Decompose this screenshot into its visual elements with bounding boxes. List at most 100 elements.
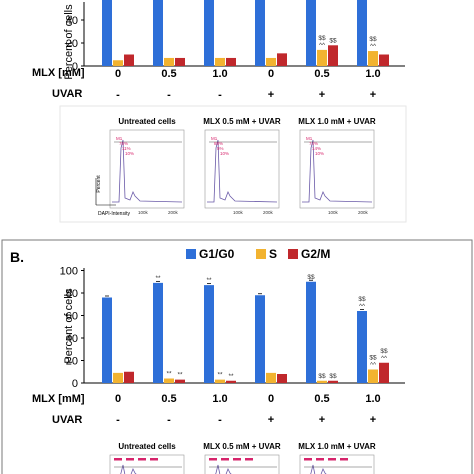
panel-b-bar-s: [266, 372, 276, 383]
panel-a-y-tick-label: 0: [72, 61, 78, 73]
panel-a-hist-gate-label: 14%: [312, 146, 321, 151]
panel-b-sig-label: ^^: [370, 362, 377, 369]
panel-a-bar-s: [266, 57, 276, 66]
panel-a-uvar-value: +: [268, 89, 274, 101]
panel-a-bar-g2-m: [328, 45, 338, 66]
panel-b-hist-gate-mark: [233, 458, 241, 461]
panel-b-bar-s: [368, 369, 378, 383]
panel-a-mlx-value: 1.0: [365, 68, 380, 80]
panel-b-mlx-value: 1.0: [212, 393, 227, 405]
panel-b-bar-g1-g0: [306, 281, 316, 383]
panel-a-bar-g2-m: [175, 57, 185, 66]
panel-a-bar-s: [164, 57, 174, 66]
panel-a-hist-gate-label: M1: [306, 136, 313, 141]
panel-a-sig-label: ^^: [319, 42, 326, 49]
legend-label-g1: G1/G0: [199, 247, 235, 261]
legend-label-g2m: G2/M: [301, 247, 330, 261]
panel-a-hist-gate-label: 76%: [119, 141, 128, 146]
panel-a-bar-g1-g0: [102, 0, 112, 66]
panel-b-uvar-value: +: [370, 414, 376, 426]
panel-b-sig-label: $$: [318, 373, 326, 380]
panel-a-hist-gate-label: M1: [211, 136, 218, 141]
panel-a-mlx-value: 0: [115, 68, 121, 80]
panel-a-bar-s: [368, 51, 378, 66]
panel-b-bar-g1-g0: [255, 295, 265, 383]
panel-b-uvar-value: -: [116, 414, 120, 426]
panel-b-sig-label: ^^: [381, 355, 388, 362]
panel-a-uvar-value: -: [116, 89, 120, 101]
panel-a-uvar-value: -: [218, 89, 222, 101]
panel-a-uvar-value: +: [319, 89, 325, 101]
panel-b-mlx-value: 1.0: [365, 393, 380, 405]
panel-a-bar-s: [317, 49, 327, 66]
panel-a-hist-gate-label: 74%: [309, 141, 318, 146]
panel-a-mlx-label: MLX [mM]: [32, 67, 85, 79]
panel-b-frame: [1, 239, 473, 474]
panel-b-y-tick-label: 60: [66, 311, 78, 323]
panel-b-sig-label: **: [177, 372, 183, 379]
panel-a-sig-label: $$: [329, 37, 337, 44]
panel-a-hist-gate-label: M1: [116, 136, 123, 141]
panel-a-hist-xtick: 100k: [233, 210, 244, 215]
panel-b-hist-gate-mark: [126, 458, 134, 461]
panel-b-sig-label: **: [155, 275, 161, 282]
panel-a-uvar-value: -: [167, 89, 171, 101]
panel-b-bar-s: [164, 378, 174, 383]
panel-a-histogram-box: [59, 105, 407, 223]
panel-b-hist-gate-mark: [114, 458, 122, 461]
panel-a-sig-label: $$: [369, 36, 377, 43]
panel-a-bar-g2-m: [226, 57, 236, 66]
panel-b-uvar-value: -: [167, 414, 171, 426]
panel-b-bar-g2-m: [124, 371, 134, 383]
panel-b-hist-title: MLX 1.0 mM + UVAR: [298, 442, 376, 451]
panel-b-bar-g1-g0: [102, 297, 112, 383]
panel-a-hist-gate-label: 10%: [315, 151, 324, 156]
panel-a-uvar-value: +: [370, 89, 376, 101]
panel-a-bar-g1-g0: [357, 0, 367, 66]
panel-a-bar-g1-g0: [153, 0, 163, 66]
panel-a-hist-gate-label: 10%: [125, 151, 134, 156]
panel-b-hist-gate-mark: [245, 458, 253, 461]
panel-b-sig-label: $$: [358, 296, 366, 303]
panel-b-bar-g2-m: [277, 374, 287, 383]
panel-a-hist-xlabel: DAPI-Intensity: [98, 211, 130, 217]
panel-b-hist-gate-mark: [138, 458, 146, 461]
panel-b-sig-label: $$: [380, 348, 388, 355]
panel-b-hist-title: Untreated cells: [118, 442, 176, 451]
legend-swatch-s: [256, 249, 266, 259]
panel-a-hist-title: Untreated cells: [118, 117, 176, 126]
panel-a-hist-curve: [112, 139, 183, 203]
panel-a-hist-curve: [207, 139, 278, 203]
panel-a-hist-title: MLX 0.5 mM + UVAR: [203, 117, 281, 126]
panel-a-hist-gate-label: 88%: [214, 141, 223, 146]
panel-b-y-tick-label: 40: [66, 333, 78, 345]
panel-b-sig-label: **: [206, 277, 212, 284]
panel-a-bar-g2-m: [124, 54, 134, 66]
panel-b-y-tick-label: 100: [60, 266, 78, 278]
panel-a-bar-g1-g0: [306, 0, 316, 66]
panel-b-bar-s: [113, 372, 123, 383]
panel-b-y-tick-label: 80: [66, 288, 78, 300]
panel-a-bar-s: [215, 57, 225, 66]
panel-b-mlx-value: 0: [115, 393, 121, 405]
panel-b-y-tick-label: 0: [72, 378, 78, 390]
panel-a-y-tick-label: 20: [66, 38, 78, 50]
panel-a-mlx-value: 1.0: [212, 68, 227, 80]
panel-b-hist-gate-mark: [304, 458, 312, 461]
panel-a-bar-g1-g0: [204, 0, 214, 66]
panel-b-legend: G1/G0 S G2/M: [186, 247, 330, 261]
panel-b-uvar-value: -: [218, 414, 222, 426]
panel-b-sig-label: **: [166, 371, 172, 378]
panel-b-hist-gate-mark: [340, 458, 348, 461]
panel-a-mlx-value: 0.5: [314, 68, 329, 80]
panel-a-sig-label: $$: [318, 35, 326, 42]
panel-b-bar-g1-g0: [357, 311, 367, 383]
panel-b-sig-label: $$: [307, 274, 315, 281]
panel-b-y-tick-label: 20: [66, 356, 78, 368]
panel-a-hist-title: MLX 1.0 mM + UVAR: [298, 117, 376, 126]
legend-swatch-g1: [186, 249, 196, 259]
panel-b-hist-gate-mark: [209, 458, 217, 461]
panel-b-mlx-label: MLX [mM]: [32, 393, 85, 405]
legend-swatch-g2m: [288, 249, 298, 259]
